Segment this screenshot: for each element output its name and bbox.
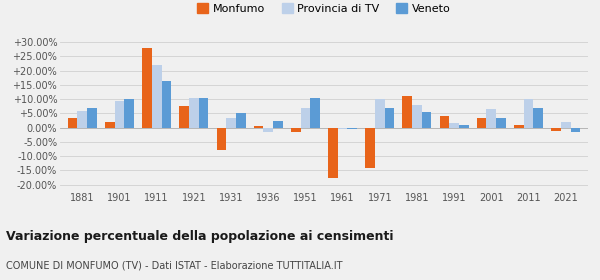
Bar [571, 128, 580, 132]
Bar [236, 113, 245, 128]
Bar [105, 122, 115, 128]
Bar [217, 128, 226, 150]
Bar [124, 99, 134, 128]
Bar [477, 118, 487, 128]
Bar [440, 116, 449, 128]
Bar [375, 99, 385, 128]
Bar [365, 128, 375, 168]
Bar [496, 118, 506, 128]
Bar [385, 108, 394, 128]
Bar [459, 125, 469, 128]
Bar [487, 109, 496, 128]
Bar [199, 98, 208, 128]
Bar [449, 123, 459, 128]
Bar [328, 128, 338, 178]
Text: Variazione percentuale della popolazione ai censimenti: Variazione percentuale della popolazione… [6, 230, 394, 242]
Legend: Monfumo, Provincia di TV, Veneto: Monfumo, Provincia di TV, Veneto [193, 0, 455, 18]
Bar [347, 128, 357, 129]
Bar [77, 111, 87, 128]
Bar [87, 108, 97, 128]
Bar [142, 48, 152, 128]
Bar [161, 81, 171, 128]
Bar [115, 101, 124, 128]
Bar [310, 98, 320, 128]
Bar [403, 96, 412, 128]
Bar [68, 118, 77, 128]
Bar [551, 128, 561, 130]
Bar [524, 99, 533, 128]
Bar [254, 126, 263, 128]
Bar [263, 128, 273, 132]
Bar [226, 118, 236, 128]
Bar [338, 128, 347, 129]
Bar [561, 122, 571, 128]
Bar [301, 108, 310, 128]
Bar [152, 65, 161, 128]
Text: COMUNE DI MONFUMO (TV) - Dati ISTAT - Elaborazione TUTTITALIA.IT: COMUNE DI MONFUMO (TV) - Dati ISTAT - El… [6, 260, 343, 270]
Bar [189, 98, 199, 128]
Bar [291, 128, 301, 132]
Bar [422, 112, 431, 128]
Bar [412, 105, 422, 128]
Bar [533, 108, 543, 128]
Bar [179, 106, 189, 128]
Bar [514, 125, 524, 128]
Bar [273, 120, 283, 128]
